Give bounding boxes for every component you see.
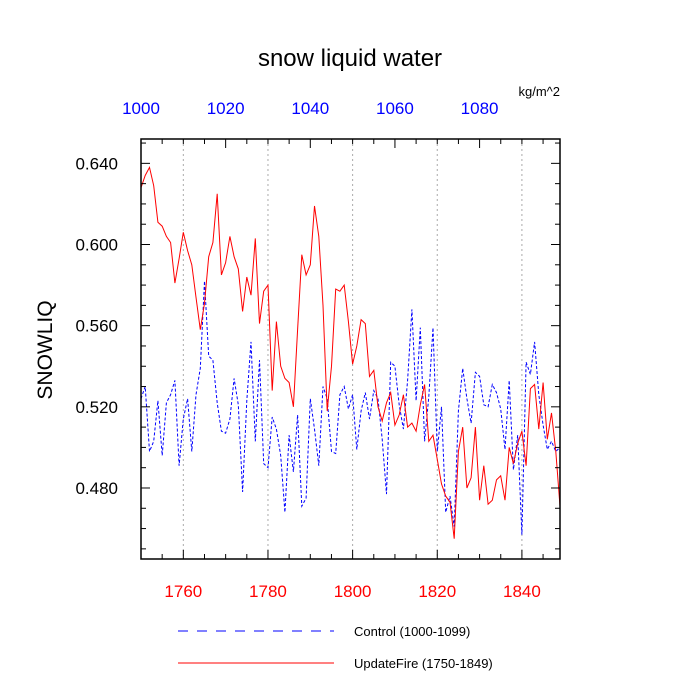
- tick-marks: [140, 139, 560, 559]
- top-tick-label: 1000: [122, 99, 160, 118]
- top-tick-label: 1040: [291, 99, 329, 118]
- y-tick-label: 0.480: [75, 479, 118, 498]
- y-tick-label: 0.560: [75, 317, 118, 336]
- chart-title: snow liquid water: [258, 45, 442, 72]
- y-axis-label: SNOWLIQ: [34, 300, 57, 399]
- y-tick-label: 0.520: [75, 398, 118, 417]
- series-line: [140, 280, 561, 535]
- tick-labels: 1760 1780 1800 1820 1840 1000 1020 1040 1060 1080…: [75, 99, 540, 601]
- x-tick-label: 1800: [334, 582, 372, 601]
- x-tick-label: 1760: [164, 582, 202, 601]
- top-tick-label: 1060: [376, 99, 414, 118]
- x-tick-label: 1820: [418, 582, 456, 601]
- plot-frame: [140, 138, 561, 560]
- series-line: [140, 165, 561, 539]
- legend: Control (1000-1099) UpdateFire (1750-1849…: [178, 624, 493, 671]
- x-tick-label: 1840: [503, 582, 541, 601]
- y-tick-label: 0.640: [75, 154, 118, 173]
- top-tick-label: 1080: [461, 99, 499, 118]
- y-tick-label: 0.600: [75, 236, 118, 255]
- series-layer: [140, 165, 561, 539]
- legend-label: UpdateFire (1750-1849): [354, 656, 493, 671]
- top-tick-label: 1020: [207, 99, 245, 118]
- units-label: kg/m^2: [518, 84, 560, 99]
- gridlines: [182, 139, 523, 559]
- legend-label: Control (1000-1099): [354, 624, 470, 639]
- x-tick-label: 1780: [249, 582, 287, 601]
